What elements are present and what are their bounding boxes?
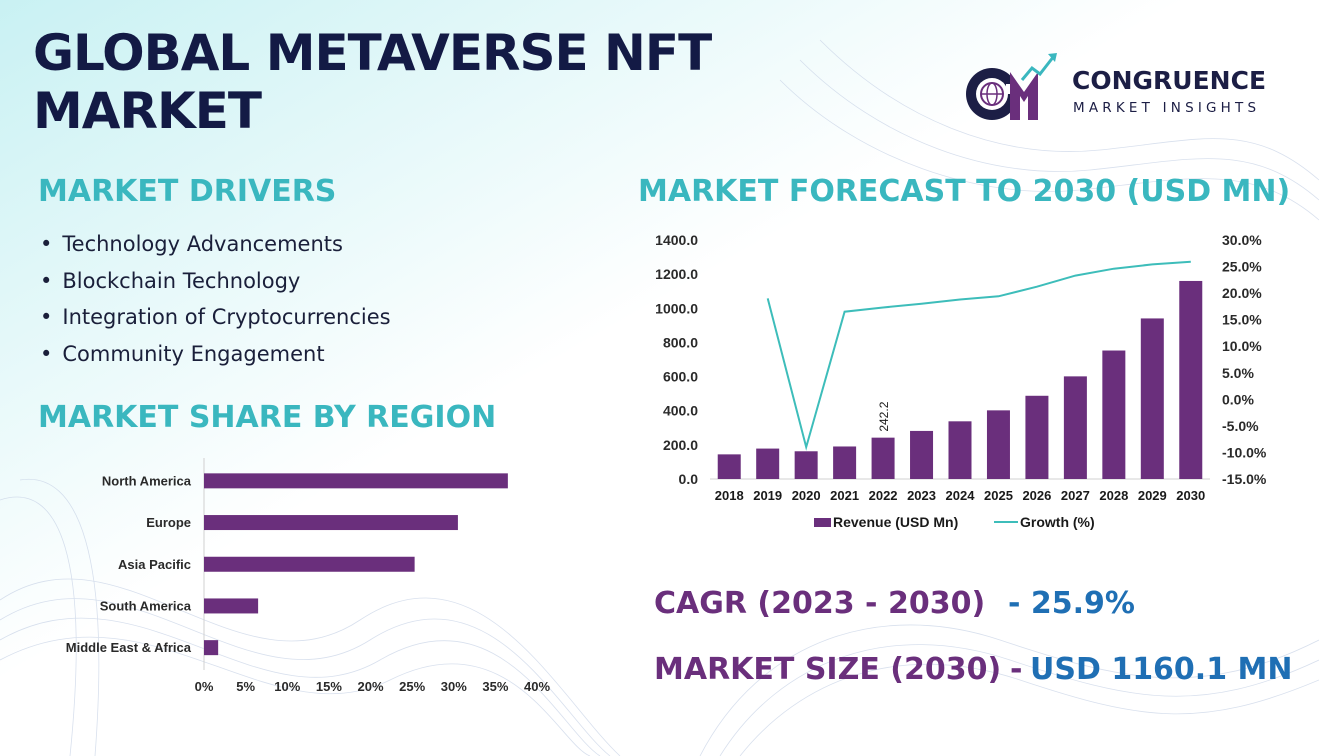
growth-line [766,260,1191,451]
forecast-chart: 0.0 200.0 400.0 600.0 800.0 1000.0 1200.0 1400.… [655,232,1267,530]
bar-2019 [756,448,780,479]
list-item: Blockchain Technology [40,269,391,306]
x-tick-label: 2019 [753,488,782,503]
x-tick-label: 2028 [1099,488,1128,503]
bar-2023 [910,430,934,479]
x-tick-label: 2029 [1138,488,1167,503]
page-title: GLOBAL METAVERSE NFT MARKET [33,24,712,140]
x-tick-label: 25% [399,679,425,694]
right-tick-label: 30.0% [1222,232,1262,248]
x-tick-label: 2027 [1061,488,1090,503]
legend-label: Growth (%) [1020,514,1095,530]
bar-north-america [204,473,508,489]
x-tick-label: 5% [236,679,255,694]
bar-2018 [717,454,741,479]
right-tick-label: 20.0% [1222,285,1262,301]
region-share-heading: MARKET SHARE BY REGION [38,400,497,435]
bar-south-america [204,598,259,614]
bar-2021 [833,446,857,479]
category-label: Asia Pacific [118,557,191,572]
market-drivers-heading: MARKET DRIVERS [38,174,337,209]
left-tick-label: 1200.0 [655,266,698,282]
left-tick-label: 0.0 [679,471,699,487]
x-tick-label: 2018 [715,488,744,503]
x-tick-label: 30% [441,679,467,694]
legend-label: Revenue (USD Mn) [833,514,958,530]
legend-swatch-revenue [814,518,831,527]
x-tick-label: 2025 [984,488,1013,503]
x-tick-label: 40% [524,679,550,694]
left-tick-label: 400.0 [663,403,698,419]
right-tick-label: -15.0% [1222,471,1267,487]
x-tick-label: 20% [357,679,383,694]
right-tick-label: 5.0% [1222,365,1254,381]
right-tick-label: -5.0% [1222,418,1259,434]
x-tick-label: 2021 [830,488,859,503]
drivers-list: Technology Advancements Blockchain Techn… [40,232,391,379]
right-tick-label: 25.0% [1222,259,1262,275]
market-size-label: MARKET SIZE (2030) [654,652,1002,687]
forecast-heading: MARKET FORECAST TO 2030 (USD MN) [638,174,1291,209]
brand-name: CONGRUENCE [1072,66,1267,95]
x-tick-label: 0% [195,679,214,694]
cagr-value: - 25.9% [1008,586,1135,621]
bar-middle-east-africa [204,640,219,656]
right-tick-label: -10.0% [1222,444,1267,460]
left-tick-label: 1000.0 [655,300,698,316]
left-tick-label: 1400.0 [655,232,698,248]
brand-subtitle: MARKET INSIGHTS [1073,100,1261,116]
bar-2020 [794,451,818,479]
x-tick-label: 2022 [869,488,898,503]
region-share-chart: North America Europe Asia Pacific South Ame… [66,458,550,694]
x-tick-label: 2020 [792,488,821,503]
bar-2022 [871,437,895,479]
category-label: North America [102,473,192,488]
bar-asia-pacific [204,556,415,572]
x-tick-label: 2024 [946,488,976,503]
bar-2027 [1063,376,1087,479]
list-item: Technology Advancements [40,232,391,269]
x-tick-label: 35% [482,679,508,694]
category-label: Middle East & Africa [66,640,192,655]
x-tick-label: 2026 [1022,488,1051,503]
market-size-value: USD 1160.1 MN [1030,652,1293,687]
x-tick-label: 15% [316,679,342,694]
x-tick-label: 10% [274,679,300,694]
market-size-separator: - [1010,652,1023,687]
x-tick-label: 2030 [1176,488,1205,503]
left-tick-label: 800.0 [663,334,698,350]
right-tick-label: 15.0% [1222,312,1262,328]
brand-logo-icon [966,53,1057,120]
right-tick-label: 10.0% [1222,338,1262,354]
left-tick-label: 200.0 [663,437,698,453]
list-item: Community Engagement [40,342,391,379]
x-tick-label: 2023 [907,488,936,503]
bar-2030 [1179,280,1203,479]
bar-2029 [1140,318,1164,479]
category-label: Europe [146,515,191,530]
right-tick-label: 0.0% [1222,391,1254,407]
bar-2025 [986,410,1010,479]
bar-europe [204,515,458,531]
bar-2026 [1025,395,1049,479]
list-item: Integration of Cryptocurrencies [40,305,390,342]
bar-2024 [948,421,972,479]
category-label: South America [100,598,192,613]
data-label: 242.2 [877,401,891,431]
left-tick-label: 600.0 [663,369,698,385]
cagr-label: CAGR (2023 - 2030) [654,586,986,621]
bar-2028 [1102,350,1126,479]
